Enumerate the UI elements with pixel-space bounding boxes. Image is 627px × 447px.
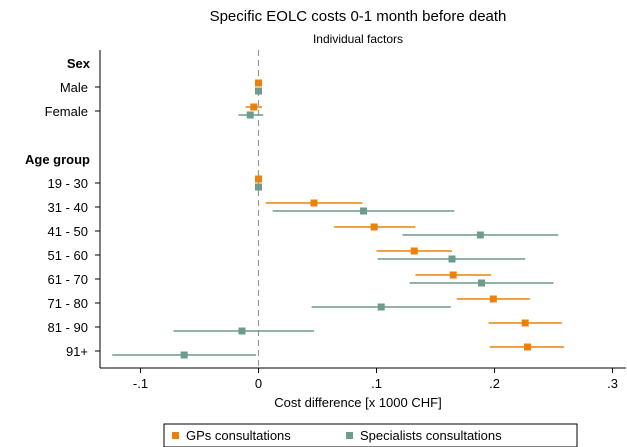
legend-box [163,423,578,447]
point-marker [489,295,497,303]
row-label: Female [45,104,88,119]
point-marker [255,183,262,191]
point-marker [521,319,529,327]
point-marker [448,255,456,263]
x-axis-label: Cost difference [x 1000 CHF] [274,395,441,410]
row-label: Male [60,80,88,95]
point-estimates [180,79,532,359]
row-label: 61 - 70 [48,272,88,287]
point-marker [255,175,262,183]
x-axis-ticks: -.1 0 .1 .2 .3 [133,368,618,391]
x-tick-label: .2 [489,376,500,391]
legend-marker [172,432,179,439]
point-marker [449,271,457,279]
row-label: 41 - 50 [48,224,88,239]
legend-label: Specialists consultations [360,428,502,443]
x-tick-label: -.1 [133,376,148,391]
legend-marker [346,432,353,439]
point-marker [250,103,258,111]
point-marker [478,279,486,287]
chart-title: Specific EOLC costs 0-1 month before dea… [210,8,507,25]
row-label: 51 - 60 [48,248,88,263]
row-labels: Sex Male Female Age group 19 - 30 31 - 40 41 -… [25,56,100,359]
x-tick-label: .1 [371,376,382,391]
point-marker [410,247,418,255]
point-marker [246,111,254,119]
point-marker [377,303,385,311]
row-label: 31 - 40 [48,200,88,215]
row-label: 19 - 30 [48,176,88,191]
row-header: Age group [25,152,90,167]
point-marker [360,207,368,215]
point-marker [524,343,532,351]
chart-subtitle: Individual factors [313,32,403,46]
row-label: 71 - 80 [48,296,88,311]
legend-label: GPs consultations [186,428,291,443]
row-label: 91+ [66,344,88,359]
row-label: 81 - 90 [48,320,88,335]
x-tick-label: 0 [255,376,262,391]
row-header: Sex [67,56,91,71]
point-marker [476,231,484,239]
point-marker [238,327,246,335]
plot-frame [99,50,626,369]
point-marker [255,79,262,87]
x-tick-label: .3 [607,376,618,391]
point-marker [255,87,262,95]
confidence-intervals [112,106,565,356]
point-marker [370,223,378,231]
point-marker [180,351,188,359]
point-marker [310,199,318,207]
legend: GPs consultations Specialists consultatio… [163,423,578,447]
